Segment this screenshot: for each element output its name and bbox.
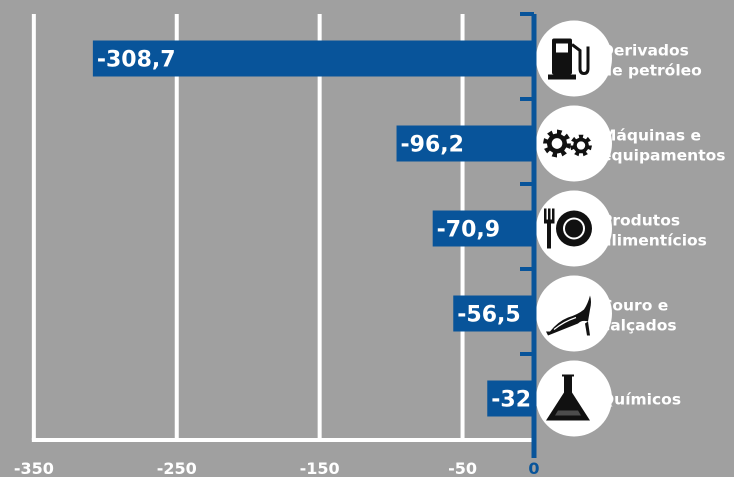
bar [487, 380, 534, 417]
category-label: Máquinas e [601, 127, 701, 145]
flask-body [546, 374, 590, 421]
fork-tine [544, 208, 547, 221]
category-label: Produtos [601, 212, 680, 230]
fork-tine [548, 208, 551, 221]
category-label: Químicos [601, 391, 681, 409]
bar [92, 40, 534, 77]
pump-window [556, 43, 568, 53]
gear-hole [576, 141, 586, 150]
gears-icon [543, 129, 592, 158]
high-heel-shoe-icon [546, 295, 591, 336]
x-tick-label: -250 [157, 459, 197, 477]
category-label: alimentícios [601, 232, 707, 250]
x-tick-label: 0 [528, 459, 539, 477]
bar [432, 210, 534, 247]
shoe-heel [585, 321, 590, 336]
fork-handle [547, 222, 551, 249]
bar [453, 295, 534, 332]
x-tick-label: -350 [14, 459, 54, 477]
flask-icon [546, 374, 590, 421]
category-label: de petróleo [601, 62, 702, 80]
bar-value-label: -96,2 [401, 133, 464, 158]
category-label: Couro e [601, 297, 668, 315]
category-label: equipamentos [601, 147, 726, 165]
bar-value-label: -56,5 [457, 303, 520, 328]
shoe-body [546, 295, 591, 336]
flask-liquid-line [555, 410, 581, 416]
bar-value-label: -308,7 [97, 48, 176, 73]
x-tick-label: -150 [300, 459, 340, 477]
fork-tine [552, 208, 555, 221]
shoe-detail [553, 316, 577, 330]
x-tick-label: -50 [448, 459, 477, 477]
gear-hole [551, 138, 563, 149]
plate-center [565, 219, 583, 238]
category-label: Derivados [601, 42, 689, 60]
category-label: calçados [601, 317, 677, 335]
fuel-pump-icon [548, 38, 590, 80]
bar-value-label: -70,9 [437, 218, 500, 243]
pump-hose [571, 43, 590, 76]
plate-cutlery-icon [544, 208, 592, 249]
fork-neck [544, 219, 555, 224]
pump-base [548, 74, 576, 80]
bar [396, 125, 534, 162]
